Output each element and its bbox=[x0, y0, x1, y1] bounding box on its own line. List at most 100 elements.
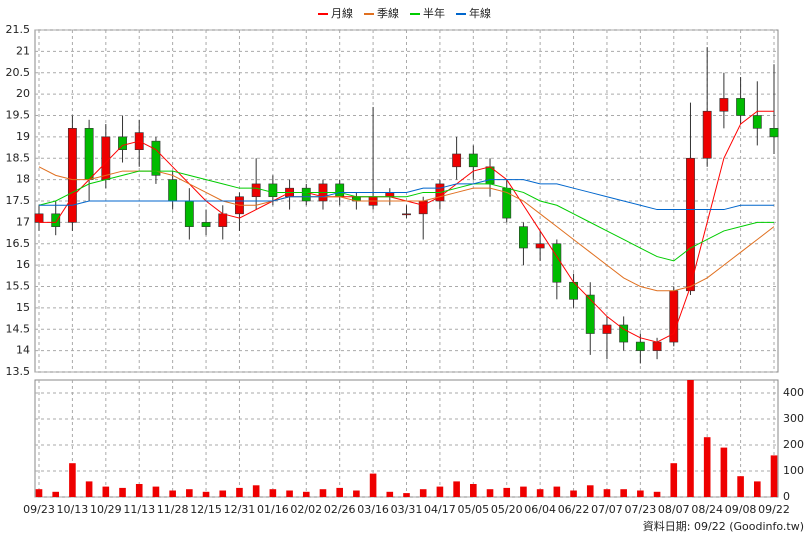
volume-bar bbox=[353, 490, 360, 497]
volume-bar bbox=[386, 491, 394, 497]
legend-label: 月線 bbox=[331, 6, 353, 20]
y-tick-label: 21 bbox=[16, 44, 30, 57]
legend-label: 半年 bbox=[423, 6, 445, 20]
x-tick-label: 05/05 bbox=[457, 503, 489, 516]
candle-body bbox=[118, 136, 127, 150]
volume-bar bbox=[570, 490, 577, 497]
candle-body bbox=[418, 200, 428, 215]
volume-bar bbox=[219, 490, 227, 497]
candle-body bbox=[385, 192, 395, 198]
volume-bar bbox=[603, 489, 611, 497]
y-tick-label: 13.5 bbox=[6, 365, 31, 378]
x-tick-label: 07/07 bbox=[591, 503, 623, 516]
candle-body bbox=[301, 187, 311, 202]
x-tick-label: 05/20 bbox=[491, 503, 523, 516]
x-tick-label: 12/31 bbox=[224, 503, 256, 516]
candle-body bbox=[251, 183, 261, 198]
volume-bar bbox=[637, 490, 644, 497]
ma-line bbox=[38, 166, 775, 292]
volume-bar bbox=[453, 481, 460, 497]
ma-line bbox=[38, 170, 774, 262]
volume-panel bbox=[34, 379, 779, 498]
candle-body bbox=[402, 213, 411, 216]
volume-bar bbox=[52, 491, 60, 497]
volume-bar bbox=[336, 487, 343, 497]
x-tick-label: 10/29 bbox=[90, 503, 122, 516]
candle-body bbox=[201, 222, 211, 227]
y2-tick-label: 200 bbox=[783, 438, 804, 451]
candle-body bbox=[51, 213, 61, 227]
candle-body bbox=[67, 128, 77, 223]
volume-bar bbox=[186, 489, 193, 497]
candle-body bbox=[335, 183, 345, 198]
volume-bar bbox=[486, 489, 494, 497]
legend-label: 年線 bbox=[469, 6, 491, 20]
volume-bar bbox=[403, 493, 410, 497]
x-tick-label: 04/17 bbox=[424, 503, 456, 516]
volume-bar bbox=[286, 490, 293, 497]
volume-bar bbox=[553, 486, 561, 497]
candle-body bbox=[519, 226, 528, 249]
y-tick-label: 16.5 bbox=[6, 237, 31, 250]
volume-bar bbox=[536, 489, 544, 497]
x-tick-label: 06/04 bbox=[524, 503, 556, 516]
volume-bar bbox=[670, 463, 678, 497]
x-tick-label: 06/22 bbox=[558, 503, 590, 516]
volume-bar bbox=[69, 463, 76, 497]
x-tick-label: 09/08 bbox=[725, 503, 757, 516]
footnote: 資料日期: 09/22 (Goodinfo.tw) bbox=[643, 519, 804, 533]
y2-tick-label: 300 bbox=[783, 412, 804, 425]
volume-bar bbox=[85, 481, 93, 497]
y-tick-label: 21.5 bbox=[6, 23, 31, 36]
volume-bar bbox=[470, 484, 477, 497]
candle-body bbox=[686, 157, 695, 292]
volume-bar bbox=[753, 481, 761, 497]
y-tick-label: 14.5 bbox=[6, 322, 31, 335]
candle-body bbox=[218, 213, 228, 227]
volume-bar bbox=[35, 489, 43, 497]
candle-body bbox=[769, 128, 779, 138]
volume-bar bbox=[419, 489, 427, 497]
candle-body bbox=[585, 294, 595, 334]
candle-body bbox=[268, 183, 278, 198]
candle-body bbox=[702, 110, 712, 159]
volume-bar bbox=[119, 487, 126, 497]
volume-bar bbox=[169, 490, 176, 497]
x-tick-label: 09/22 bbox=[758, 503, 790, 516]
candle-body bbox=[736, 98, 746, 116]
volume-bar bbox=[302, 491, 310, 497]
candle-body bbox=[452, 153, 462, 168]
volume-bar bbox=[520, 486, 527, 497]
volume-bar bbox=[586, 485, 594, 497]
volume-bar bbox=[737, 476, 744, 497]
volume-bar bbox=[135, 484, 143, 497]
volume-bar bbox=[252, 485, 260, 497]
candle-body bbox=[101, 136, 111, 180]
x-tick-label: 11/28 bbox=[157, 503, 189, 516]
volume-bar bbox=[687, 380, 694, 497]
candle-body bbox=[652, 341, 662, 351]
y-tick-label: 18 bbox=[16, 173, 30, 186]
x-tick-label: 10/13 bbox=[57, 503, 89, 516]
legend-label: 季線 bbox=[377, 6, 399, 20]
candle-body bbox=[84, 128, 94, 180]
y2-tick-label: 0 bbox=[783, 490, 790, 503]
candle-body bbox=[535, 243, 545, 249]
x-tick-label: 08/07 bbox=[658, 503, 690, 516]
y-tick-label: 20 bbox=[16, 87, 30, 100]
x-tick-label: 03/16 bbox=[357, 503, 389, 516]
x-tick-label: 11/13 bbox=[123, 503, 155, 516]
volume-bar bbox=[202, 491, 210, 497]
candle-body bbox=[184, 200, 194, 227]
y-tick-label: 15 bbox=[16, 301, 30, 314]
candle-body bbox=[719, 98, 729, 112]
volume-bar bbox=[503, 487, 511, 497]
x-tick-label: 09/23 bbox=[23, 503, 55, 516]
volume-bar bbox=[770, 455, 778, 497]
volume-bar bbox=[620, 489, 627, 497]
volume-bar bbox=[269, 489, 277, 497]
candle-body bbox=[34, 213, 44, 223]
candle-body bbox=[669, 290, 679, 343]
volume-bar bbox=[236, 487, 243, 497]
y-tick-label: 19.5 bbox=[6, 109, 31, 122]
